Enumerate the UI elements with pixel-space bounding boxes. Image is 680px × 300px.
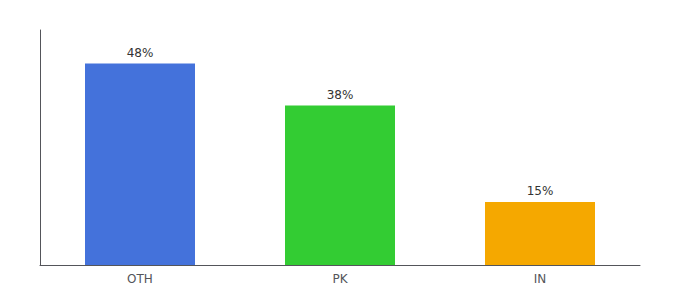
svg-text:38%: 38% [327,88,354,102]
svg-text:15%: 15% [527,184,554,198]
svg-text:PK: PK [332,272,348,286]
svg-text:OTH: OTH [127,272,153,286]
svg-text:48%: 48% [127,46,154,60]
svg-text:IN: IN [534,272,547,286]
